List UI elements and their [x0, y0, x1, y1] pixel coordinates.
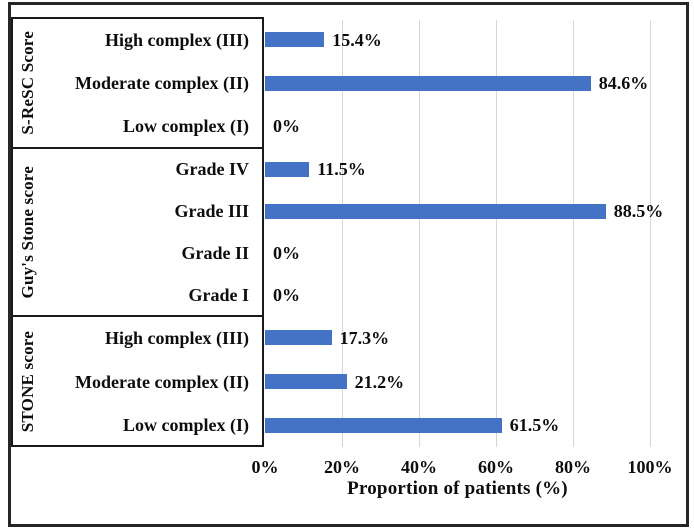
- category-label: High complex (III): [105, 327, 249, 348]
- category-panel: [11, 17, 264, 447]
- gridline-40%: [419, 20, 420, 447]
- data-bar: [265, 417, 502, 433]
- category-label: Grade II: [181, 243, 250, 263]
- value-label: 61.5%: [509, 415, 560, 436]
- data-bar: [265, 330, 332, 346]
- value-label: 17.3%: [339, 327, 390, 348]
- category-label: Low complex (I): [123, 116, 249, 137]
- category-label: High complex (III): [105, 29, 249, 50]
- group-label-1: S-ReSC Score: [14, 18, 42, 148]
- group-label-2: Guy's Stone score: [14, 148, 42, 316]
- gridline-20%: [342, 20, 343, 447]
- data-bar: [265, 203, 606, 219]
- category-label: Moderate complex (II): [75, 73, 249, 93]
- data-bar: [265, 75, 591, 91]
- group-label-text: S-ReSC Score: [18, 31, 37, 135]
- category-label: Low complex (I): [123, 415, 249, 436]
- x-tick-label: 100%: [627, 457, 673, 477]
- x-axis-title: Proportion of patients (%): [347, 478, 568, 499]
- value-label: 0%: [273, 116, 300, 137]
- category-label: Grade III: [174, 201, 249, 221]
- group-label-text: STONE score: [18, 330, 37, 433]
- x-tick-label: 40%: [401, 457, 437, 477]
- value-label: 21.2%: [354, 371, 405, 392]
- category-label: Grade IV: [175, 159, 250, 179]
- group-label-text: Guy's Stone score: [18, 165, 37, 299]
- data-bar: [265, 32, 325, 48]
- gridline-60%: [496, 20, 497, 447]
- category-label: Moderate complex (II): [75, 371, 249, 392]
- data-bar: [265, 161, 310, 177]
- x-tick-label: 80%: [555, 457, 591, 477]
- value-label: 0%: [273, 243, 300, 263]
- x-tick-label: 60%: [478, 457, 514, 477]
- gridline-100%: [650, 20, 651, 447]
- category-label: Grade I: [188, 285, 250, 305]
- value-label: 88.5%: [613, 201, 664, 221]
- x-tick-label: 0%: [251, 457, 279, 477]
- value-label: 84.6%: [598, 73, 649, 93]
- group-label-3: STONE score: [14, 316, 42, 447]
- value-label: 15.4%: [332, 29, 382, 50]
- value-label: 0%: [273, 285, 300, 305]
- group-divider: [11, 315, 264, 317]
- value-label: 11.5%: [317, 159, 366, 179]
- gridline-80%: [573, 20, 574, 447]
- group-divider: [11, 147, 264, 149]
- x-tick-label: 20%: [324, 457, 360, 477]
- data-bar: [265, 374, 347, 389]
